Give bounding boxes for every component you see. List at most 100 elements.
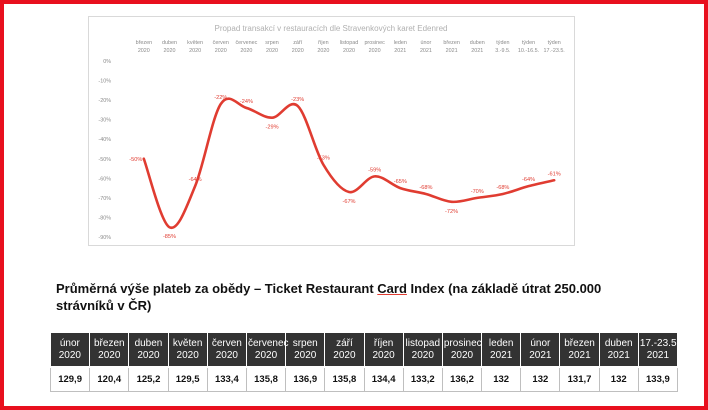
- header-month: únor: [530, 337, 551, 349]
- table-value-cell: 133,4: [206, 366, 247, 392]
- x-tick-label: 17.-23.5.: [544, 48, 565, 54]
- x-tick-label: 10.-16.5.: [518, 48, 539, 54]
- x-tick-label: 2020: [266, 48, 278, 54]
- x-tick-label: 2020: [138, 48, 150, 54]
- heading-text-before: Průměrná výše plateb za obědy – Ticket R…: [56, 281, 378, 296]
- table-header-cell: duben 2020: [128, 333, 169, 367]
- header-month: březen: [93, 337, 125, 349]
- y-tick-label: -30%: [98, 118, 111, 124]
- table-header-cell: květen 2020: [168, 333, 208, 367]
- header-year: 2020: [176, 349, 199, 361]
- table-value-cell: 133,2: [402, 366, 443, 392]
- x-tick-label: srpen: [265, 40, 279, 46]
- x-tick-label: červenec: [235, 40, 257, 46]
- table-header-cell: prosinec 2020: [442, 333, 483, 367]
- data-label: -67%: [342, 199, 355, 205]
- data-label: -68%: [419, 185, 432, 191]
- data-label: -61%: [548, 171, 561, 177]
- x-tick-label: 3.-9.5.: [495, 48, 510, 54]
- table-header-row: únor 2020 březen 2020 duben 2020 květen 2020 čer…: [50, 333, 680, 367]
- header-month: listopad: [405, 337, 441, 349]
- data-label: -23%: [291, 97, 304, 103]
- y-tick-label: -10%: [98, 79, 111, 85]
- table-value-cell: 132: [520, 366, 561, 392]
- data-label: -50%: [129, 157, 142, 163]
- header-month: prosinec: [443, 337, 482, 349]
- x-tick-label: 2020: [189, 48, 201, 54]
- table-header-cell: listopad 2020: [403, 333, 443, 367]
- header-month: 17.-23.5.: [639, 337, 680, 349]
- header-month: červenec: [247, 337, 289, 349]
- data-label: -85%: [163, 234, 176, 240]
- header-year: 2021: [568, 349, 591, 361]
- header-month: červen: [211, 337, 242, 349]
- header-month: březen: [564, 337, 595, 349]
- x-tick-label: leden: [394, 40, 407, 46]
- data-label: -24%: [240, 99, 253, 105]
- x-tick-label: červen: [213, 40, 229, 46]
- table-header-cell: srpen 2020: [285, 333, 326, 367]
- table-value-cell: 132: [481, 366, 522, 392]
- x-tick-label: duben: [470, 40, 485, 46]
- table-value-cell: 136,2: [441, 366, 483, 392]
- table-header-cell: 17.-23.5. 2021: [638, 333, 680, 367]
- x-tick-label: 2020: [317, 48, 329, 54]
- data-label: -64%: [189, 177, 202, 183]
- table-value-row: 129,9 120,4 125,2 129,5 133,4 135,8 136,9 135,8…: [49, 366, 679, 392]
- table-header-cell: březen 2020: [89, 333, 130, 367]
- x-tick-label: týden: [548, 40, 561, 46]
- y-tick-label: -90%: [98, 235, 111, 241]
- x-tick-label: 2021: [420, 48, 432, 54]
- table-value-cell: 131,7: [559, 366, 600, 392]
- data-label: -72%: [445, 209, 458, 215]
- x-tick-label: 2021: [394, 48, 406, 54]
- data-label: -65%: [394, 179, 407, 185]
- table-value-cell: 133,9: [637, 366, 679, 392]
- x-tick-label: 2020: [369, 48, 381, 54]
- x-tick-label: týden: [496, 40, 509, 46]
- table-value-cell: 134,4: [363, 366, 404, 392]
- header-year: 2020: [411, 349, 434, 361]
- header-year: 2020: [58, 349, 81, 361]
- x-tick-label: 2020: [240, 48, 252, 54]
- table-value-cell: 136,9: [285, 366, 326, 392]
- data-label: -59%: [368, 167, 381, 173]
- header-year: 2020: [333, 349, 356, 361]
- header-month: srpen: [292, 337, 318, 349]
- header-year: 2020: [215, 349, 238, 361]
- header-month: květen: [172, 337, 203, 349]
- header-month: září: [336, 337, 353, 349]
- header-year: 2020: [450, 349, 474, 361]
- data-label: -22%: [214, 95, 227, 101]
- header-year: 2020: [98, 349, 121, 361]
- x-tick-label: duben: [162, 40, 177, 46]
- chart-title: Propad transakcí v restauracích dle Stra…: [214, 24, 447, 33]
- header-year: 2021: [646, 349, 670, 361]
- y-tick-label: -40%: [98, 137, 111, 143]
- table-value-cell: 135,8: [245, 366, 287, 392]
- x-tick-label: listopad: [340, 40, 359, 46]
- header-year: 2020: [372, 349, 395, 361]
- y-tick-label: 0%: [103, 59, 111, 65]
- table-header-cell: září 2020: [324, 333, 365, 367]
- x-tick-label: říjen: [318, 40, 329, 46]
- payment-index-table: únor 2020 březen 2020 duben 2020 květen 2020 čer…: [49, 333, 680, 392]
- header-year: 2020: [137, 349, 160, 361]
- table-value-cell: 129,9: [49, 366, 91, 392]
- header-year: 2021: [490, 349, 513, 361]
- header-month: únor: [59, 337, 80, 349]
- x-tick-label: únor: [421, 40, 432, 46]
- y-tick-label: -50%: [98, 157, 111, 163]
- chart-canvas: Propad transakcí v restauracích dle Stra…: [98, 24, 565, 241]
- header-month: říjen: [373, 337, 394, 349]
- series-line: [142, 97, 556, 229]
- table-header-cell: duben 2021: [599, 333, 639, 367]
- table-header-cell: leden 2021: [481, 333, 522, 367]
- x-tick-label: 2021: [471, 48, 483, 54]
- table-value-cell: 135,8: [324, 366, 365, 392]
- heading-text-after: Index (na základě útrat 250.000 strávník…: [56, 281, 602, 313]
- table-value-cell: 129,5: [167, 366, 208, 392]
- table-heading: Průměrná výše plateb za obědy – Ticket R…: [56, 280, 646, 314]
- table-header-cell: červen 2020: [207, 333, 247, 367]
- header-month: leden: [488, 337, 514, 349]
